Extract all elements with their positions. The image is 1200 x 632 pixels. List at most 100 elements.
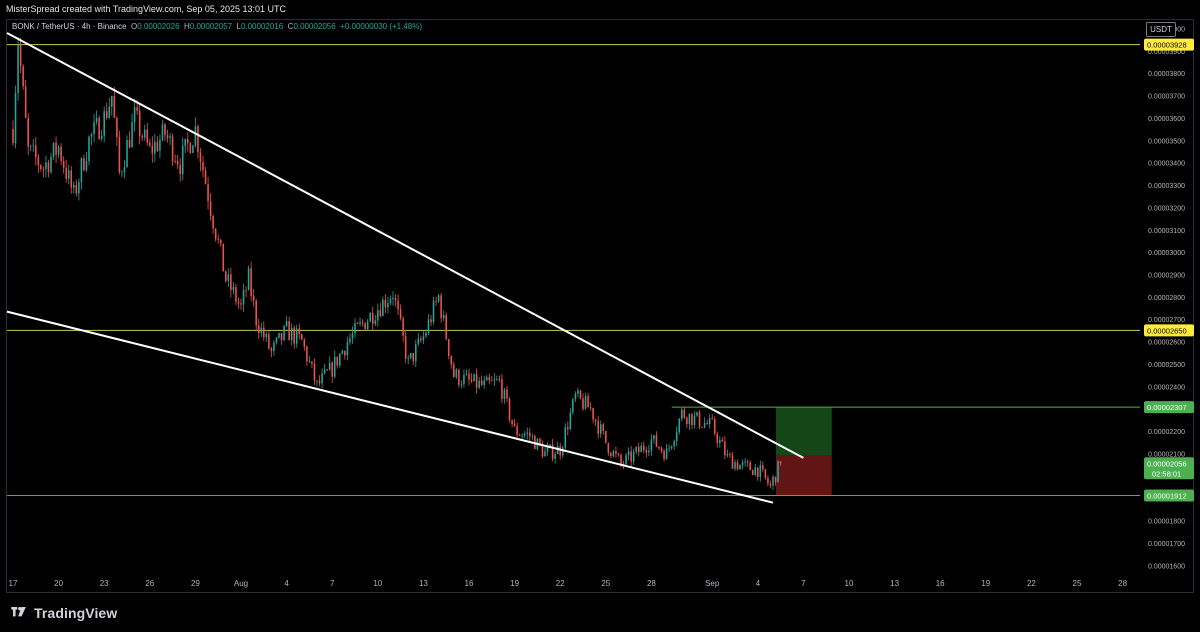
candle-body[interactable] xyxy=(293,327,295,344)
candle-body[interactable] xyxy=(52,142,55,157)
candle-body[interactable] xyxy=(713,418,716,434)
candle-body[interactable] xyxy=(75,185,78,194)
candle-body[interactable] xyxy=(645,450,648,453)
candle-body[interactable] xyxy=(706,423,708,425)
candle-body[interactable] xyxy=(734,462,736,469)
candle-body[interactable] xyxy=(612,450,615,457)
candle-body[interactable] xyxy=(769,483,772,486)
candle-body[interactable] xyxy=(442,315,445,319)
candle-body[interactable] xyxy=(60,146,62,162)
candle-body[interactable] xyxy=(589,407,592,409)
candle-body[interactable] xyxy=(450,356,453,365)
candle-body[interactable] xyxy=(90,134,93,137)
candle-body[interactable] xyxy=(143,129,146,138)
candle-body[interactable] xyxy=(138,110,141,137)
candle-body[interactable] xyxy=(118,136,121,173)
candle-body[interactable] xyxy=(209,201,212,217)
candle-body[interactable] xyxy=(80,158,83,183)
candle-body[interactable] xyxy=(85,161,88,171)
candle-body[interactable] xyxy=(539,438,541,445)
candle-body[interactable] xyxy=(222,243,225,272)
candle-body[interactable] xyxy=(503,389,506,399)
candle-body[interactable] xyxy=(632,451,635,462)
candle-body[interactable] xyxy=(605,430,607,443)
candle-body[interactable] xyxy=(653,435,655,440)
candle-body[interactable] xyxy=(194,126,197,146)
candle-body[interactable] xyxy=(133,107,136,123)
candle-body[interactable] xyxy=(131,122,133,148)
candle-body[interactable] xyxy=(227,274,230,281)
candle-body[interactable] xyxy=(387,303,389,308)
candle-body[interactable] xyxy=(181,145,184,174)
candle-body[interactable] xyxy=(27,117,29,147)
candle-body[interactable] xyxy=(516,426,518,436)
candle-body[interactable] xyxy=(316,380,318,382)
candle-body[interactable] xyxy=(199,152,202,163)
candle-body[interactable] xyxy=(308,361,311,363)
candle-body[interactable] xyxy=(37,157,40,166)
candle-body[interactable] xyxy=(240,303,242,305)
candle-body[interactable] xyxy=(278,333,280,338)
candle-body[interactable] xyxy=(465,373,468,375)
candle-body[interactable] xyxy=(491,380,493,382)
candle-body[interactable] xyxy=(668,447,670,449)
candle-body[interactable] xyxy=(518,435,521,436)
candle-body[interactable] xyxy=(774,476,777,483)
candle-body[interactable] xyxy=(111,95,113,107)
currency-button[interactable]: USDT xyxy=(1146,22,1176,37)
candle-body[interactable] xyxy=(57,146,60,155)
candle-body[interactable] xyxy=(285,321,288,326)
candle-body[interactable] xyxy=(257,325,260,334)
candle-body[interactable] xyxy=(726,454,729,456)
candle-body[interactable] xyxy=(691,413,693,425)
candle-body[interactable] xyxy=(217,239,219,241)
candle-body[interactable] xyxy=(779,461,782,464)
candle-body[interactable] xyxy=(67,170,70,179)
candle-body[interactable] xyxy=(35,145,37,158)
candle-body[interactable] xyxy=(70,170,73,188)
candle-body[interactable] xyxy=(356,323,359,324)
candle-body[interactable] xyxy=(767,477,769,484)
candle-body[interactable] xyxy=(354,323,356,334)
candle-body[interactable] xyxy=(237,301,240,304)
candle-body[interactable] xyxy=(463,374,465,385)
candle-body[interactable] xyxy=(675,432,678,442)
candle-body[interactable] xyxy=(164,124,166,136)
candle-body[interactable] xyxy=(359,321,361,324)
candle-body[interactable] xyxy=(561,447,564,456)
candle-body[interactable] xyxy=(197,126,199,153)
candle-body[interactable] xyxy=(73,185,75,188)
candle-body[interactable] xyxy=(597,421,599,434)
candle-body[interactable] xyxy=(460,384,463,386)
candle-body[interactable] xyxy=(346,342,349,356)
candle-body[interactable] xyxy=(473,374,475,382)
candle-body[interactable] xyxy=(683,409,686,418)
candle-body[interactable] xyxy=(506,389,508,399)
candle-body[interactable] xyxy=(207,183,209,202)
candle-body[interactable] xyxy=(230,274,232,291)
candle-body[interactable] xyxy=(551,444,554,459)
candle-body[interactable] xyxy=(741,462,744,465)
candle-body[interactable] xyxy=(369,312,371,322)
candle-body[interactable] xyxy=(693,415,696,425)
candle-body[interactable] xyxy=(749,462,751,470)
candle-body[interactable] xyxy=(361,321,364,323)
candle-body[interactable] xyxy=(88,136,90,162)
candle-body[interactable] xyxy=(435,300,437,302)
candle-body[interactable] xyxy=(764,469,767,478)
candle-body[interactable] xyxy=(635,446,637,452)
candle-body[interactable] xyxy=(65,167,67,179)
candle-body[interactable] xyxy=(526,432,529,434)
candle-body[interactable] xyxy=(136,107,138,111)
candle-body[interactable] xyxy=(290,327,293,341)
candle-body[interactable] xyxy=(303,339,306,347)
candle-body[interactable] xyxy=(105,111,108,118)
candle-body[interactable] xyxy=(123,167,126,172)
candle-body[interactable] xyxy=(594,419,597,422)
candle-body[interactable] xyxy=(523,433,526,436)
candle-body[interactable] xyxy=(126,140,128,168)
candle-body[interactable] xyxy=(171,136,174,161)
candle-body[interactable] xyxy=(151,145,154,154)
candle-body[interactable] xyxy=(698,412,701,427)
candle-body[interactable] xyxy=(582,398,584,409)
